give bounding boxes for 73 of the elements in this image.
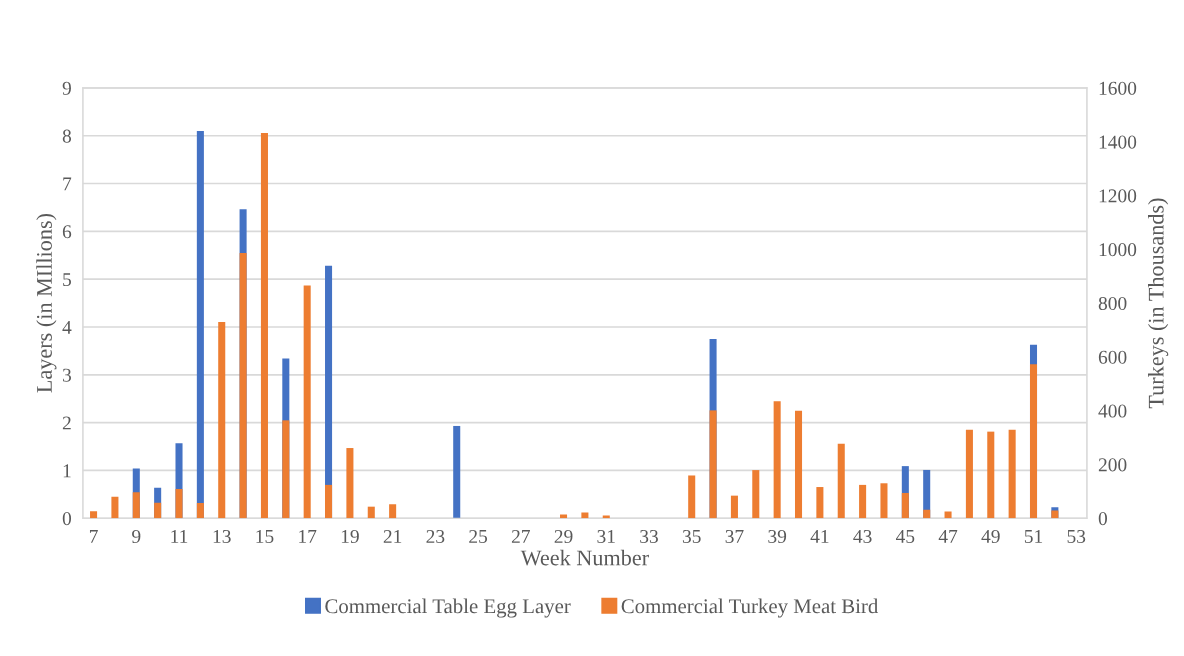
- y-tick-label: 7: [63, 177, 72, 191]
- x-tick-label: 29: [554, 529, 573, 544]
- bar: [752, 470, 760, 519]
- y2-tick-label: 0: [1098, 512, 1107, 526]
- bar: [90, 511, 98, 519]
- y-tick-label: 0: [62, 512, 72, 526]
- bar: [389, 504, 397, 519]
- x-tick-label: 27: [511, 529, 530, 543]
- legend-label: Commercial Turkey Meat Bird: [621, 598, 879, 618]
- x-tick-label: 17: [299, 530, 317, 543]
- x-tick-label: 33: [640, 529, 658, 544]
- bar: [453, 425, 461, 519]
- x-tick-label: 35: [682, 529, 701, 544]
- y-tick-label: 5: [63, 273, 72, 287]
- y2-tick-label: 1200: [1099, 189, 1137, 203]
- y-tick-label: 8: [62, 129, 72, 143]
- bar: [880, 483, 888, 519]
- x-tick-label: 37: [725, 529, 744, 544]
- x-axis-title: Week Number: [520, 549, 649, 566]
- x-tick-label: 25: [469, 529, 488, 544]
- y-tick-label: 4: [62, 320, 72, 334]
- y2-tick-label: 200: [1098, 458, 1127, 472]
- x-tick-label: 41: [810, 530, 829, 543]
- bar: [688, 475, 696, 519]
- y-tick-label: 2: [62, 416, 71, 430]
- bar: [111, 496, 119, 519]
- x-tick-label: 47: [938, 530, 958, 543]
- bar: [196, 502, 204, 519]
- bar: [987, 431, 995, 519]
- y-tick-label: 3: [62, 368, 72, 382]
- x-tick-label: 19: [341, 529, 359, 544]
- bar: [260, 133, 268, 519]
- bar: [303, 285, 311, 519]
- bar: [218, 321, 226, 519]
- bar: [346, 448, 354, 519]
- bar: [816, 487, 824, 519]
- y2-tick-label: 400: [1098, 404, 1127, 418]
- bar: [923, 509, 931, 519]
- y2-tick-label: 600: [1098, 350, 1127, 364]
- bar: [837, 443, 845, 519]
- x-tick-label: 49: [981, 529, 1000, 544]
- bar: [1008, 429, 1016, 519]
- y-axis-title: Layers (in MIllions): [36, 213, 57, 393]
- x-tick-label: 11: [171, 530, 188, 543]
- y2-tick-label: 800: [1098, 296, 1127, 311]
- bar: [730, 495, 738, 519]
- x-tick-label: 15: [256, 530, 274, 544]
- x-tick-label: 21: [383, 529, 402, 543]
- y2-tick-label: 1400: [1099, 135, 1137, 149]
- y-tick-label: 1: [63, 464, 71, 478]
- x-tick-label: 45: [895, 530, 915, 544]
- bar: [325, 484, 333, 519]
- bar: [795, 410, 803, 519]
- y2-axis-title: Turkeys (in Thousands): [1148, 198, 1169, 409]
- x-tick-label: 7: [89, 530, 98, 543]
- x-tick-label: 43: [853, 529, 872, 544]
- bar: [773, 401, 781, 519]
- bar: [367, 506, 375, 519]
- x-tick-label: 51: [1024, 530, 1043, 544]
- bar: [859, 484, 867, 519]
- x-tick-label: 39: [768, 529, 787, 544]
- legend-label: Commercial Table Egg Layer: [325, 598, 571, 618]
- y-tick-label: 9: [62, 81, 71, 95]
- x-tick-label: 53: [1067, 529, 1086, 544]
- bar: [560, 514, 568, 519]
- y-tick-label: 6: [62, 225, 72, 239]
- x-tick-label: 23: [426, 529, 445, 544]
- y2-tick-label: 1000: [1099, 243, 1137, 257]
- bar: [965, 429, 973, 519]
- x-tick-label: 13: [213, 529, 231, 544]
- y2-tick-label: 1600: [1099, 81, 1137, 95]
- x-tick-label: 31: [597, 529, 615, 544]
- x-tick-label: 9: [132, 529, 141, 544]
